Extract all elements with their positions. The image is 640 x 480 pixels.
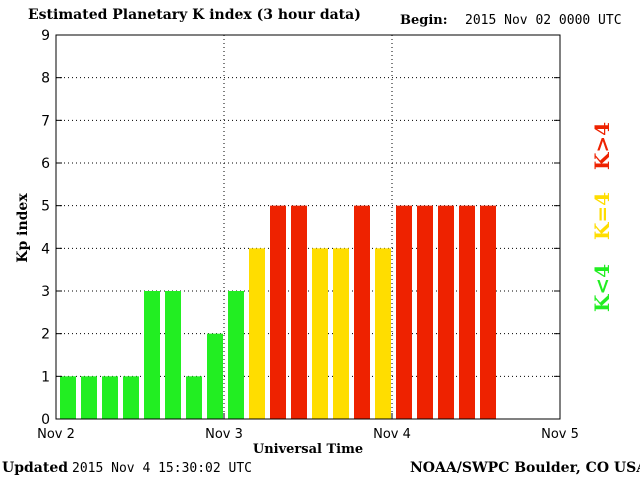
x-ticks: Nov 2 Nov 3 Nov 4 Nov 5 <box>37 413 579 442</box>
kp-bar <box>312 248 328 419</box>
key-above-4: K>4 <box>590 121 614 170</box>
kp-bar <box>375 248 391 419</box>
y-tick-label: 0 <box>41 412 50 428</box>
y-ticks: 0 1 2 3 4 5 6 7 8 9 <box>41 28 560 428</box>
kp-bar <box>291 205 307 419</box>
y-tick-label: 1 <box>41 369 50 385</box>
y-tick-label: 9 <box>41 28 50 44</box>
bars <box>60 205 496 419</box>
kp-bar <box>186 376 202 419</box>
kp-bar <box>102 376 118 419</box>
x-tick-label: Nov 2 <box>37 427 75 442</box>
kp-bar <box>459 205 475 419</box>
key-equal-4: K=4 <box>590 191 614 240</box>
kp-bar <box>165 291 181 419</box>
kp-bar <box>417 205 433 419</box>
kp-bar <box>207 333 223 419</box>
kp-bar <box>333 248 349 419</box>
key-below-4: K<4 <box>590 263 614 312</box>
kp-bar <box>81 376 97 419</box>
kp-bar <box>228 291 244 419</box>
y-tick-label: 4 <box>41 241 50 257</box>
y-tick-label: 2 <box>41 327 50 343</box>
kp-bar <box>270 205 286 419</box>
kp-bar <box>60 376 76 419</box>
y-tick-label: 3 <box>41 284 50 300</box>
x-tick-label: Nov 4 <box>373 427 411 442</box>
grid <box>56 35 560 419</box>
kp-bar <box>396 205 412 419</box>
begin-value: 2015 Nov 02 0000 UTC <box>465 13 622 28</box>
updated-value: 2015 Nov 4 15:30:02 UTC <box>72 461 253 476</box>
plot-frame <box>55 34 561 420</box>
updated-label: Updated <box>2 460 69 476</box>
kp-bar <box>123 376 139 419</box>
kp-bar <box>480 205 496 419</box>
kp-bar <box>354 205 370 419</box>
x-axis-label: Universal Time <box>253 442 363 457</box>
y-tick-label: 5 <box>41 199 50 215</box>
y-axis-label: Kp index <box>15 193 31 263</box>
credit-text: NOAA/SWPC Boulder, CO USA <box>410 460 640 476</box>
begin-label: Begin: <box>400 13 448 28</box>
kp-bar <box>249 248 265 419</box>
x-tick-label: Nov 3 <box>205 427 243 442</box>
y-tick-label: 6 <box>41 156 50 172</box>
kp-bar <box>438 205 454 419</box>
y-tick-label: 7 <box>41 113 50 129</box>
x-tick-label: Nov 5 <box>541 427 579 442</box>
chart-title: Estimated Planetary K index (3 hour data… <box>28 7 361 23</box>
kp-bar <box>144 291 160 419</box>
y-tick-label: 8 <box>41 71 50 87</box>
